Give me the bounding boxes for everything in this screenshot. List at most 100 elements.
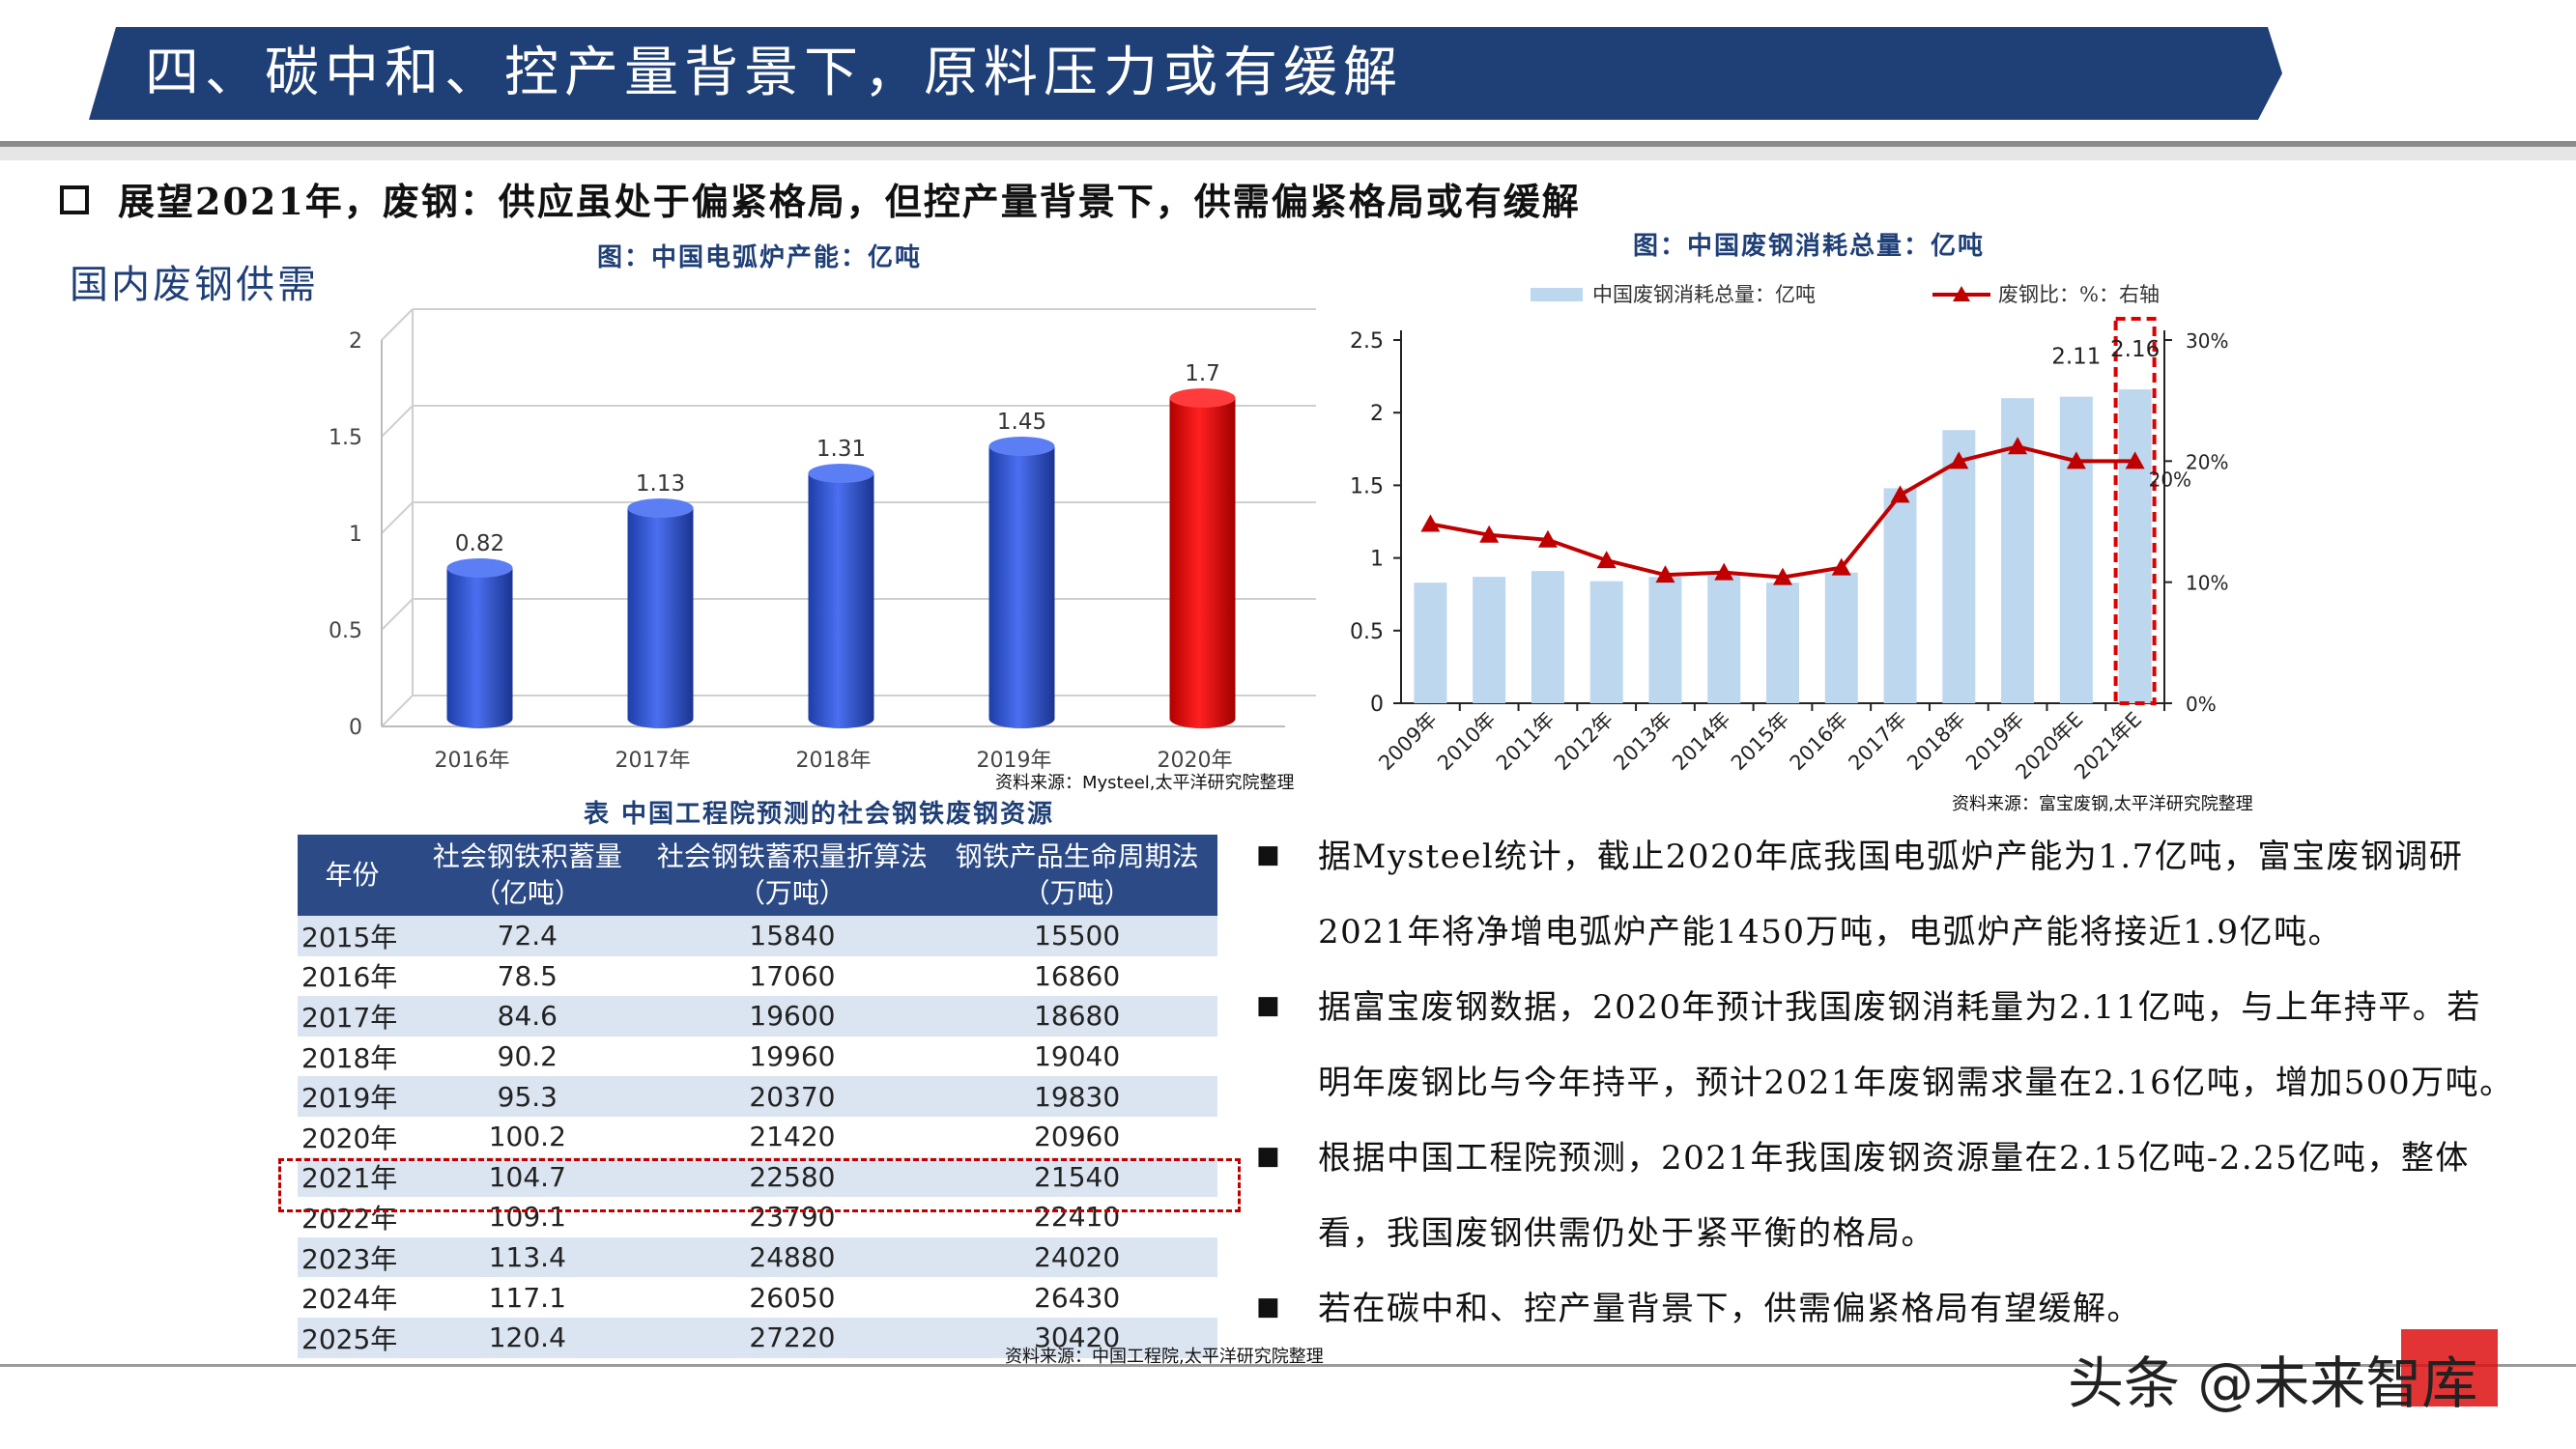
bullet-square-icon: ■ <box>1256 840 1280 869</box>
y2-tick-label: 10% <box>2186 572 2228 595</box>
table-cell: 26430 <box>936 1277 1217 1318</box>
table-row: 2019年 95.3 20370 19830 <box>298 1076 1217 1117</box>
table-cell: 30420 <box>936 1317 1217 1358</box>
table-cell: 2018年 <box>298 1036 408 1077</box>
line-point <box>1596 551 1617 569</box>
x-tick-label: 2019年 <box>977 749 1052 773</box>
line-point <box>1420 514 1441 532</box>
table-cell: 117.1 <box>407 1277 648 1318</box>
bar <box>1531 571 1564 703</box>
table-header-stock: 社会钢铁积蓄量 （亿吨） <box>407 835 648 916</box>
bar-top <box>1169 388 1236 408</box>
data-label: 20% <box>2149 468 2191 491</box>
y2-tick-label: 20% <box>2186 450 2228 473</box>
data-label: 1.7 <box>1185 361 1220 386</box>
y-tick-label: 1 <box>1370 548 1384 572</box>
table-cell: 15840 <box>647 916 937 956</box>
data-label: 2.11 <box>2051 345 2101 370</box>
x-tick-label: 2013年 <box>1609 708 1676 776</box>
x-tick-label: 2010年 <box>1433 708 1501 776</box>
x-tick-label: 2018年 <box>1903 708 1970 776</box>
bullet-text: 根据中国工程院预测，2021年我国废钢资源量在2.15亿吨-2.25亿吨，整体看… <box>1318 1139 2470 1253</box>
table-cell: 19600 <box>647 996 937 1037</box>
bar <box>1169 398 1236 719</box>
bullet-text: 据富宝废钢数据，2020年预计我国废钢消耗量为2.11亿吨，与上年持平。若 明年废… <box>1318 988 2514 1102</box>
table-cell: 2022年 <box>298 1197 408 1237</box>
table-title: 表 中国工程院预测的社会钢铁废钢资源 <box>584 800 1055 829</box>
bar <box>1414 582 1447 703</box>
table-cell: 2025年 <box>298 1317 408 1358</box>
table-cell: 19040 <box>936 1036 1217 1077</box>
scrap-chart-source: 资料来源：富宝废钢,太平洋研究院整理 <box>1952 794 2253 814</box>
bullet-text: 据Mysteel统计，截止2020年底我国电弧炉产能为1.7亿吨，富宝废钢调研 2… <box>1318 838 2464 952</box>
table-cell: 19830 <box>936 1076 1217 1117</box>
table-cell: 2017年 <box>298 996 408 1037</box>
bar <box>1473 577 1506 703</box>
x-tick-label: 2015年 <box>1727 708 1794 776</box>
x-tick-label: 2020年 <box>1158 749 1233 773</box>
bar-top <box>988 437 1055 456</box>
bar-base <box>808 709 874 728</box>
bullet-item: ■ 据富宝废钢数据，2020年预计我国废钢消耗量为2.11亿吨，与上年持平。若明… <box>1256 970 2570 1121</box>
bar <box>1883 488 1917 703</box>
x-tick-label: 2012年 <box>1551 708 1618 776</box>
table-cell: 22580 <box>647 1156 937 1198</box>
line-point <box>2008 437 2028 455</box>
grid-line <box>381 405 414 438</box>
line-point <box>1831 557 1851 576</box>
y2-tick-label: 30% <box>2186 329 2228 353</box>
x-tick-label: 2016年 <box>435 749 510 773</box>
table-cell: 24020 <box>936 1236 1217 1278</box>
table-cell: 20960 <box>936 1116 1217 1157</box>
legend-bar-swatch <box>1531 288 1583 301</box>
y-tick-label: 0 <box>349 716 362 740</box>
table-cell: 2019年 <box>298 1076 408 1117</box>
scrap-resource-table: 年份 社会钢铁积蓄量 （亿吨） 社会钢铁蓄积量折算法 （万吨） 钢铁产品生命周期法（… <box>298 835 1217 1358</box>
table-cell: 104.7 <box>407 1156 648 1198</box>
table-cell: 78.5 <box>407 955 648 997</box>
y-tick-label: 2 <box>1370 402 1384 426</box>
table-cell: 22410 <box>936 1197 1217 1237</box>
bullet-square-icon: ■ <box>1256 991 1280 1020</box>
table-cell: 24880 <box>647 1236 937 1278</box>
y-tick-label: 1.5 <box>329 426 362 450</box>
table-source: 资料来源：中国工程院,太平洋研究院整理 <box>1005 1347 1324 1367</box>
bar-base <box>627 709 694 728</box>
table-cell: 120.4 <box>407 1317 648 1358</box>
grid-line <box>381 501 414 534</box>
bar-top <box>446 558 513 578</box>
y-tick-label: 1 <box>349 523 362 547</box>
table-cell: 27220 <box>647 1317 937 1358</box>
table-cell: 19960 <box>647 1036 937 1077</box>
header-banner <box>89 27 2282 120</box>
data-label: 0.82 <box>455 531 504 556</box>
legend-triangle-icon <box>1953 286 1970 301</box>
bar-base <box>988 709 1055 728</box>
bullet-item: ■ 据Mysteel统计，截止2020年底我国电弧炉产能为1.7亿吨，富宝废钢调… <box>1256 819 2570 970</box>
bullet-square-icon: ■ <box>1256 1293 1280 1321</box>
y-tick-label: 2.5 <box>1350 329 1384 354</box>
grid-line <box>381 308 414 341</box>
table-cell: 95.3 <box>407 1076 648 1117</box>
line-point <box>1890 485 1910 503</box>
bar <box>1766 582 1799 703</box>
x-tick-label: 2009年 <box>1374 708 1442 776</box>
line-point <box>1773 567 1792 585</box>
line-point <box>2066 451 2086 469</box>
table-cell: 2016年 <box>298 955 408 997</box>
x-tick-label: 2017年 <box>1844 708 1911 776</box>
data-label: 1.13 <box>636 471 685 497</box>
bar <box>808 473 874 719</box>
x-tick-label: 2011年 <box>1492 708 1560 776</box>
table-cell: 21420 <box>647 1116 937 1157</box>
table-row: 2015年 72.4 15840 15500 <box>298 916 1217 956</box>
table-cell: 2020年 <box>298 1116 408 1157</box>
eaf-chart-source: 资料来源：Mysteel,太平洋研究院整理 <box>995 773 1295 793</box>
y-tick-label: 2 <box>349 329 362 354</box>
scrap-chart-title: 图：中国废钢消耗总量：亿吨 <box>1633 232 1986 261</box>
table-cell: 100.2 <box>407 1116 648 1157</box>
headline: 展望2021年，废钢：供应虽处于偏紧格局，但控产量背景下，供需偏紧格局或有缓解 <box>118 180 1581 223</box>
bar <box>1589 581 1623 703</box>
bullet-text: 若在碳中和、控产量背景下，供需偏紧格局有望缓解。 <box>1318 1290 2141 1328</box>
bar <box>1942 430 1976 703</box>
